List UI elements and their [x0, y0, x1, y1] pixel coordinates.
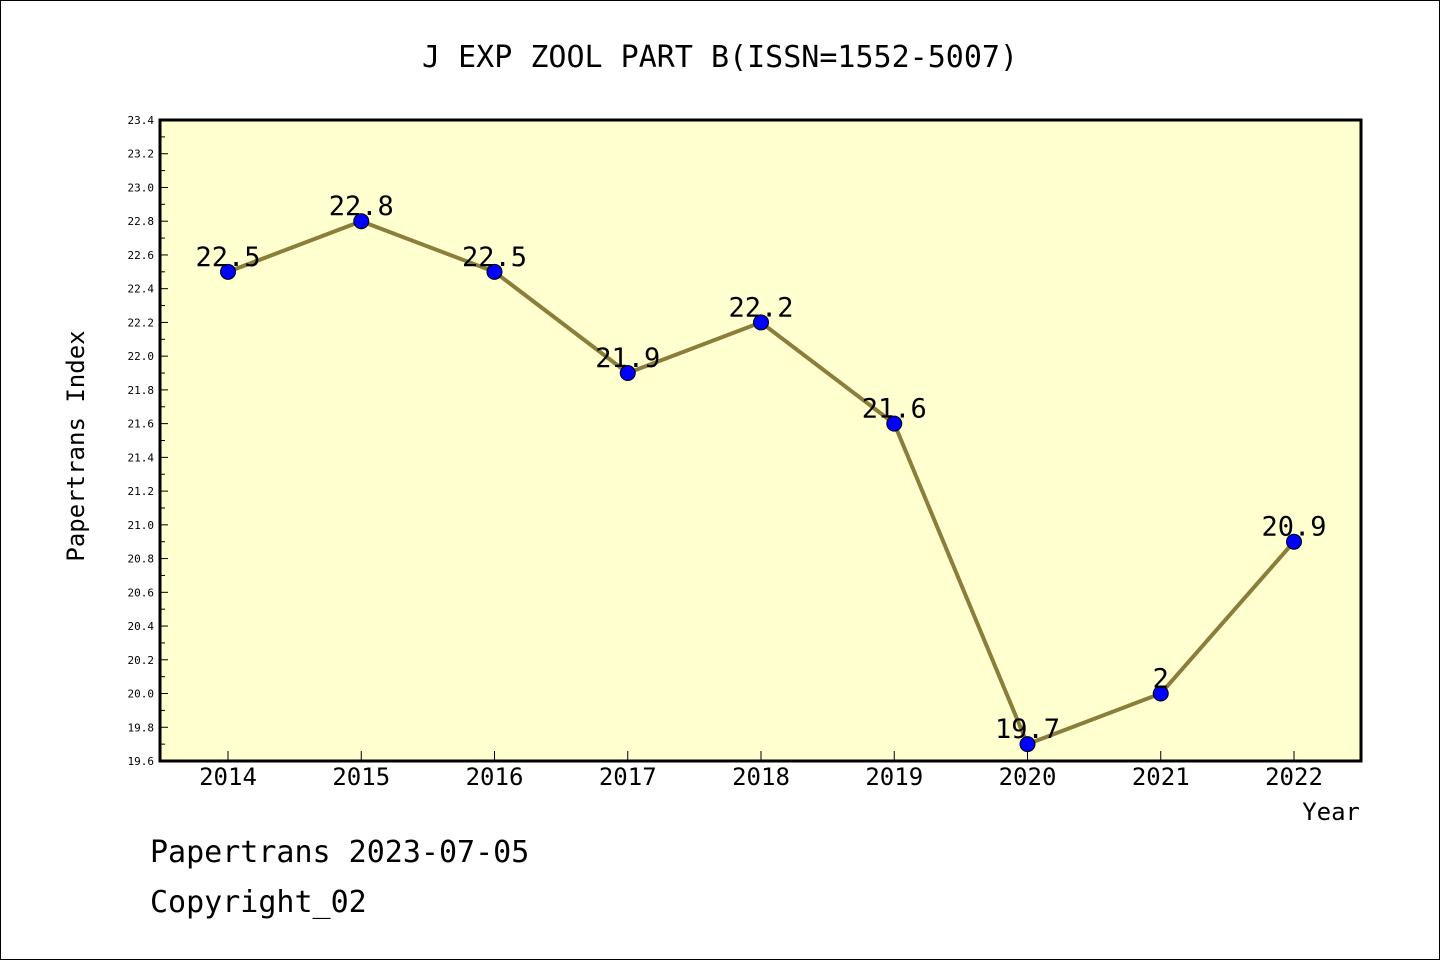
data-label: 22.5	[462, 242, 527, 273]
y-tick-label: 19.6	[128, 755, 155, 768]
y-tick-label: 20.6	[128, 586, 155, 599]
chart-title: J EXP ZOOL PART B(ISSN=1552-5007)	[422, 40, 1018, 75]
y-tick-label: 20.4	[128, 620, 155, 633]
x-tick-label: 2016	[466, 763, 524, 791]
data-point	[619, 365, 636, 382]
data-label: 22.2	[728, 292, 793, 323]
x-tick-label: 2020	[999, 763, 1057, 791]
y-tick-label: 22.0	[128, 350, 155, 363]
y-tick-label: 20.8	[128, 553, 155, 566]
y-tick-label: 23.4	[128, 114, 155, 127]
y-tick-label: 20.0	[128, 688, 155, 701]
y-tick-label: 21.2	[128, 485, 155, 498]
data-point	[886, 415, 903, 432]
x-tick-label: 2019	[865, 763, 923, 791]
y-tick-label: 22.8	[128, 215, 155, 228]
data-point	[1152, 685, 1169, 702]
data-label: 22.5	[195, 242, 260, 273]
y-tick-label: 21.4	[128, 451, 155, 464]
data-label: 2	[1153, 664, 1169, 695]
y-tick-label: 19.8	[128, 721, 155, 734]
x-tick-label: 2014	[199, 763, 257, 791]
data-label: 21.9	[595, 343, 660, 374]
data-point	[353, 213, 370, 230]
footer-date: Papertrans 2023-07-05	[150, 835, 530, 870]
x-tick-label: 2015	[332, 763, 390, 791]
y-tick-label: 22.4	[128, 283, 155, 296]
x-tick-label: 2021	[1132, 763, 1190, 791]
series-markers	[220, 213, 1302, 753]
data-label: 19.7	[995, 714, 1060, 745]
y-tick-label: 23.0	[128, 181, 155, 194]
x-axis-ticks: 2014 2015 2016 2017 2018 2019 2020 2021 2022	[199, 751, 1323, 791]
y-tick-label: 23.2	[128, 148, 155, 161]
data-point	[1019, 736, 1036, 753]
y-tick-label: 21.0	[128, 519, 155, 532]
data-label: 21.6	[862, 394, 927, 425]
x-tick-label: 2022	[1265, 763, 1323, 791]
y-tick-label: 22.2	[128, 316, 155, 329]
data-label: 22.8	[329, 191, 394, 222]
x-axis-label: Year	[1302, 798, 1360, 826]
data-point	[220, 263, 236, 280]
data-point	[486, 263, 503, 280]
data-labels: 22.5 22.8 22.5 21.9 22.2 21.6 19.7 2 20.9	[195, 191, 1326, 745]
x-tick-label: 2017	[599, 763, 657, 791]
y-tick-label: 21.6	[128, 418, 155, 431]
y-axis-label: Papertrans Index	[62, 330, 90, 561]
footer-copyright: Copyright_02	[150, 885, 367, 920]
data-label: 20.9	[1261, 512, 1326, 543]
data-point	[1286, 533, 1302, 550]
x-tick-label: 2018	[732, 763, 790, 791]
data-point	[753, 314, 769, 331]
y-axis-ticks: 19.6 19.8 20.0 20.2 20.4 20.6 20.8 21.0 21.2 21.4…	[128, 114, 168, 768]
y-tick-label: 22.6	[128, 249, 155, 262]
y-tick-label: 21.8	[128, 384, 155, 397]
y-tick-label: 20.2	[128, 654, 155, 667]
